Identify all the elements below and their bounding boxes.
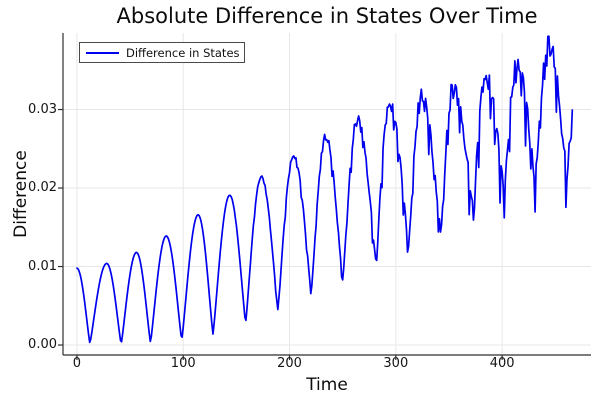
y-tick-label: 0.02 [28,180,57,196]
legend-line-sample [86,51,119,54]
y-tick-label: 0.01 [28,258,57,274]
x-tick-label: 300 [383,356,409,371]
x-tick-label: 0 [72,356,82,371]
chart-title: Absolute Difference in States Over Time [116,4,538,28]
legend: Difference in States [79,42,245,63]
x-tick-label: 100 [170,356,196,371]
x-tick-label: 400 [489,356,515,371]
legend-series-label: Difference in States [126,45,240,60]
y-tick-label: 0.00 [28,337,57,353]
y-tick-label: 0.03 [28,101,57,117]
x-tick-label: 200 [277,356,302,371]
x-axis-label: Time [306,375,348,395]
